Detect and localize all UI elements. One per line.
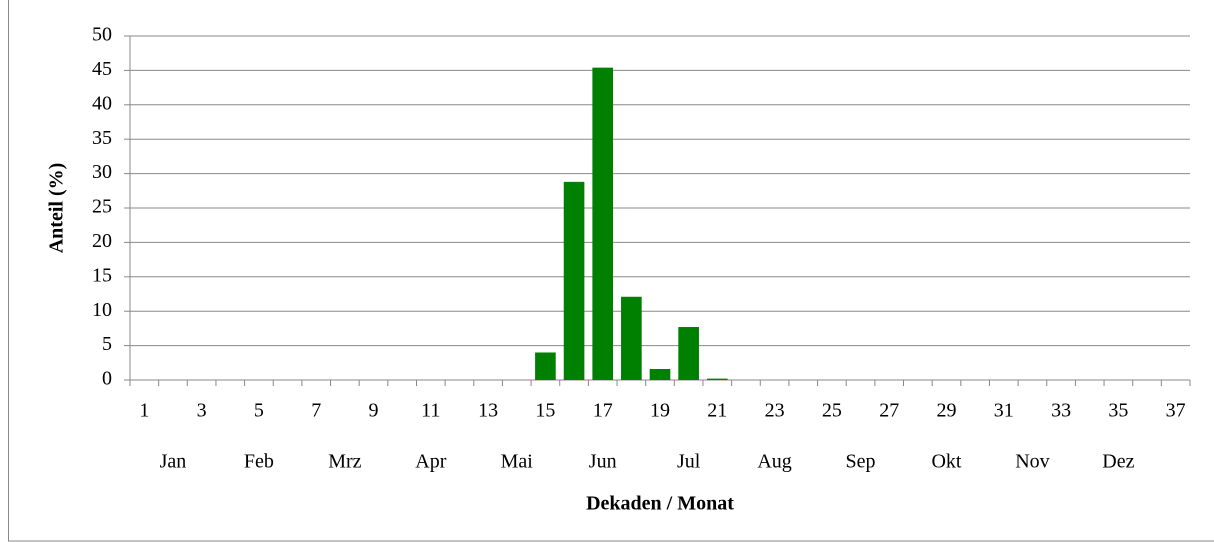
x-tick-label: 19	[650, 400, 670, 422]
x-tick-label: 23	[765, 400, 785, 422]
y-tick-label: 25	[92, 196, 112, 218]
y-tick-label: 40	[92, 92, 112, 114]
x-tick-label: 3	[197, 400, 207, 422]
y-axis-label: Anteil (%)	[46, 163, 68, 254]
x-tick-label: 17	[593, 400, 613, 422]
bar	[621, 296, 642, 380]
y-tick-label: 5	[102, 333, 112, 355]
y-tick-label: 0	[102, 368, 112, 390]
x-tick-label: 33	[1051, 400, 1071, 422]
y-tick-label: 50	[92, 24, 112, 46]
month-label: Aug	[757, 451, 791, 473]
x-tick-label: 9	[369, 400, 379, 422]
x-tick-label: 27	[879, 400, 899, 422]
month-label: Nov	[1015, 451, 1049, 473]
bar	[563, 181, 585, 380]
month-label: Sep	[846, 451, 876, 473]
y-tick-label: 30	[92, 161, 112, 183]
month-label: Feb	[244, 451, 274, 473]
month-label: Mai	[501, 451, 534, 473]
month-label: Jan	[160, 451, 187, 473]
y-tick-label: 45	[92, 58, 112, 80]
month-label: Okt	[931, 451, 961, 473]
chart-frame	[8, 0, 1214, 542]
bar	[592, 67, 614, 380]
x-tick-label: 13	[478, 400, 498, 422]
bar	[649, 368, 671, 380]
month-label: Apr	[415, 451, 446, 473]
y-tick-label: 20	[92, 230, 112, 252]
x-tick-label: 15	[535, 400, 555, 422]
x-axis-label: Dekaden / Monat	[586, 493, 734, 515]
bar	[535, 352, 556, 380]
x-tick-label: 35	[1108, 400, 1128, 422]
month-label: Dez	[1102, 451, 1134, 473]
x-tick-label: 21	[707, 400, 727, 422]
x-tick-label: 5	[254, 400, 264, 422]
y-tick-label: 10	[92, 299, 112, 321]
x-tick-label: 37	[1166, 400, 1186, 422]
x-tick-label: 25	[822, 400, 842, 422]
x-tick-label: 31	[994, 400, 1014, 422]
bar	[706, 378, 728, 380]
y-tick-label: 35	[92, 127, 112, 149]
bar	[678, 327, 699, 380]
month-label: Jul	[677, 451, 701, 473]
month-label: Mrz	[328, 451, 361, 473]
x-tick-label: 29	[936, 400, 956, 422]
x-tick-label: 11	[421, 400, 440, 422]
x-tick-label: 7	[311, 400, 321, 422]
y-tick-label: 15	[92, 264, 112, 286]
x-tick-label: 1	[139, 400, 149, 422]
month-label: Jun	[589, 451, 617, 473]
